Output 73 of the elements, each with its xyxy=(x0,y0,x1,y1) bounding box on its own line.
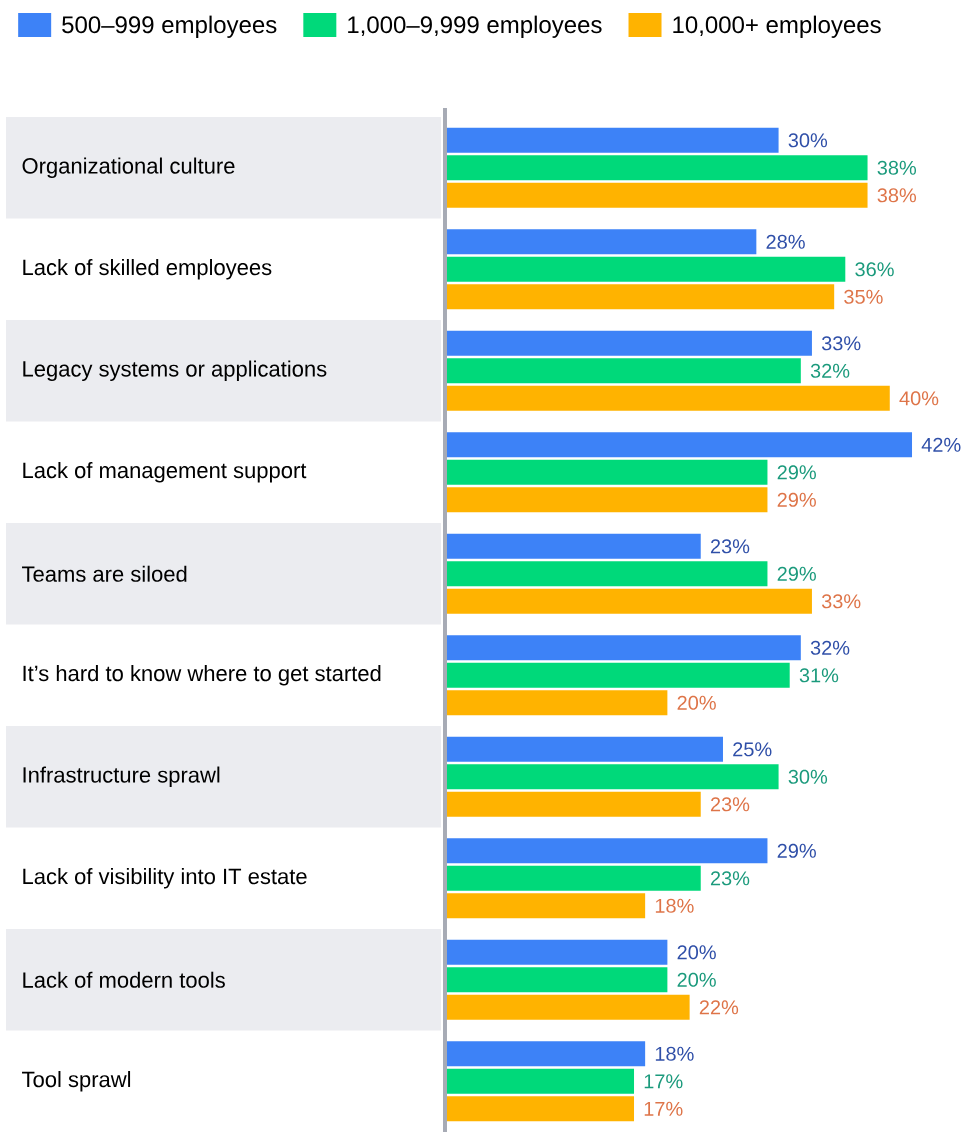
data-label: 33% xyxy=(821,594,861,609)
bar xyxy=(444,358,801,384)
y-tick-label: Teams are siloed xyxy=(22,565,187,582)
data-label: 29% xyxy=(777,566,816,581)
data-label: 29% xyxy=(777,843,816,858)
y-tick-label: Lack of management support xyxy=(23,462,307,483)
data-label: 23% xyxy=(710,539,750,554)
data-label: 20% xyxy=(677,695,716,710)
data-label: 36% xyxy=(855,262,894,277)
bar xyxy=(444,1041,646,1067)
data-label: 42% xyxy=(921,437,961,452)
data-label: 30% xyxy=(788,769,828,784)
data-label: 20% xyxy=(677,945,716,960)
y-tick-label: Legacy systems or applications xyxy=(23,360,327,382)
y-tick-label: Infrastructure sprawl xyxy=(23,766,220,788)
bar xyxy=(444,284,835,310)
data-label: 30% xyxy=(788,133,828,148)
data-label: 31% xyxy=(799,668,839,683)
data-label: 33% xyxy=(821,336,861,351)
bar xyxy=(444,764,779,790)
data-label: 29% xyxy=(777,492,816,507)
bar xyxy=(444,459,768,485)
bar xyxy=(444,256,846,282)
bar xyxy=(444,588,812,614)
legend-label: 1,000–9,999 employees xyxy=(348,15,602,38)
bar xyxy=(444,939,668,965)
data-label: 17% xyxy=(644,1074,683,1089)
data-label: 40% xyxy=(899,391,939,406)
data-label: 23% xyxy=(710,871,750,886)
data-label: 20% xyxy=(677,972,716,987)
data-label: 35% xyxy=(844,289,883,304)
bar xyxy=(444,1068,635,1094)
bar xyxy=(444,385,890,411)
bar xyxy=(444,155,868,181)
data-label: 18% xyxy=(655,898,694,913)
legend-label: 10,000+ employees xyxy=(673,15,881,38)
data-label: 29% xyxy=(777,465,816,480)
legend-label: 500–999 employees xyxy=(62,15,277,38)
bar xyxy=(444,1096,635,1122)
bar xyxy=(444,838,768,864)
data-label: 32% xyxy=(810,363,850,378)
bar xyxy=(444,229,757,255)
y-tick-label: Lack of skilled employees xyxy=(23,259,272,280)
data-label: 38% xyxy=(877,188,917,203)
y-tick-label: Lack of modern tools xyxy=(23,971,225,988)
data-label: 22% xyxy=(699,1000,739,1015)
bar xyxy=(444,432,913,458)
data-label: 18% xyxy=(655,1046,694,1061)
bar xyxy=(444,690,668,716)
bar xyxy=(444,967,668,993)
bar xyxy=(444,893,646,919)
bar xyxy=(444,736,723,762)
bar xyxy=(444,182,868,208)
bar xyxy=(444,662,790,688)
data-label: 23% xyxy=(710,797,750,812)
bar xyxy=(444,330,812,356)
y-tick-label: Organizational culture xyxy=(22,157,235,179)
data-label: 32% xyxy=(810,640,850,655)
data-label: 25% xyxy=(733,742,772,757)
bar xyxy=(444,994,690,1020)
bar xyxy=(444,791,701,817)
bar xyxy=(444,561,768,587)
y-tick-label: Tool sprawl xyxy=(22,1071,131,1092)
bar xyxy=(444,487,768,513)
bar xyxy=(444,533,701,559)
bar xyxy=(444,865,701,891)
y-tick-label: Lack of visibility into IT estate xyxy=(23,868,307,889)
bar xyxy=(444,127,779,153)
y-tick-label: It’s hard to know where to get started xyxy=(23,665,381,686)
data-label: 17% xyxy=(644,1101,683,1116)
data-label: 28% xyxy=(766,234,805,249)
bar xyxy=(444,635,801,661)
data-label: 38% xyxy=(877,160,917,175)
